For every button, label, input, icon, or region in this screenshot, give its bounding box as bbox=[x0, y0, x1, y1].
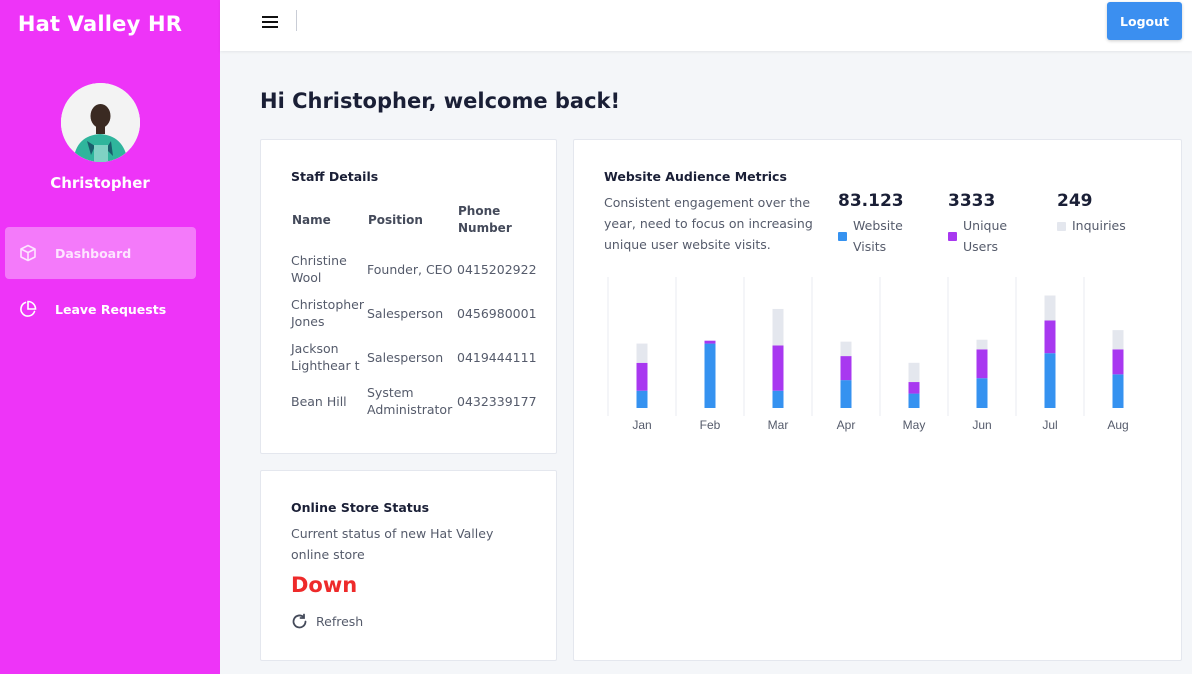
staff-details-card: Staff Details Name Position Phone Number… bbox=[260, 139, 557, 454]
bar-jan-inquiries bbox=[636, 343, 648, 363]
metrics-description: Consistent engagement over the year, nee… bbox=[604, 195, 813, 252]
x-tick-label: Jul bbox=[1042, 418, 1057, 432]
store-status-value: Down bbox=[291, 573, 358, 597]
bar-apr-inquiries bbox=[840, 341, 852, 357]
sidebar-item-leave-requests[interactable]: Leave Requests bbox=[5, 283, 196, 335]
bar-may-website-visits bbox=[908, 393, 920, 408]
x-tick-label: Jan bbox=[632, 418, 651, 432]
stat-inquiries-value: 249 bbox=[1057, 191, 1093, 211]
page-title: Hi Christopher, welcome back! bbox=[260, 89, 621, 113]
column-header-phone: Phone Number bbox=[458, 204, 512, 235]
bar-apr-website-visits bbox=[840, 380, 852, 408]
staff-name: Jackson Lighthear t bbox=[291, 341, 360, 373]
bar-feb-website-visits bbox=[704, 343, 716, 408]
x-tick-label: Aug bbox=[1107, 418, 1128, 432]
sidebar-item-label: Leave Requests bbox=[55, 301, 167, 317]
card-title: Website Audience Metrics bbox=[604, 169, 787, 184]
audience-metrics-card: Website Audience Metrics Consistent enga… bbox=[573, 139, 1182, 661]
audience-bar-chart: Jan Feb Mar Apr May Jun Jul Aug bbox=[607, 277, 1129, 432]
refresh-label: Refresh bbox=[316, 614, 364, 629]
pie-chart-icon bbox=[19, 300, 37, 318]
staff-position: Salesperson bbox=[367, 350, 444, 365]
column-header-name: Name bbox=[292, 213, 331, 227]
refresh-icon bbox=[292, 613, 307, 629]
bar-may-inquiries bbox=[908, 362, 920, 383]
bar-mar-website-visits bbox=[772, 390, 784, 408]
bar-aug-unique-users bbox=[1112, 349, 1124, 375]
staff-phone: 0432339177 bbox=[457, 394, 537, 409]
legend-swatch-inquiries bbox=[1057, 222, 1066, 231]
cube-icon bbox=[19, 244, 37, 262]
x-tick-label: Feb bbox=[700, 418, 721, 432]
staff-phone: 0415202922 bbox=[457, 262, 537, 277]
stat-website-visits-value: 83.123 bbox=[838, 191, 904, 211]
x-tick-label: Jun bbox=[972, 418, 991, 432]
stat-website-visits-label: Website Visits bbox=[853, 218, 903, 254]
sidebar-item-label: Dashboard bbox=[55, 245, 132, 261]
x-tick-label: May bbox=[903, 418, 926, 432]
hamburger-menu-icon[interactable] bbox=[262, 14, 278, 30]
bar-mar-inquiries bbox=[772, 308, 784, 346]
bar-jul-inquiries bbox=[1044, 295, 1056, 321]
bar-apr-unique-users bbox=[840, 356, 852, 381]
bar-feb-unique-users bbox=[704, 340, 716, 344]
staff-name: Bean Hill bbox=[291, 394, 347, 409]
staff-position: Founder, CEO bbox=[367, 262, 453, 277]
legend-swatch-unique-users bbox=[948, 232, 957, 241]
legend-swatch-website-visits bbox=[838, 232, 847, 241]
staff-name: Christine Wool bbox=[291, 253, 347, 285]
staff-phone: 0456980001 bbox=[457, 306, 537, 321]
bar-jun-inquiries bbox=[976, 339, 988, 350]
topbar-divider bbox=[296, 10, 297, 31]
staff-phone: 0419444111 bbox=[457, 350, 537, 365]
store-description: Current status of new Hat Valley online … bbox=[291, 526, 494, 562]
brand-title: Hat Valley HR bbox=[17, 12, 183, 36]
staff-position: Salesperson bbox=[367, 306, 444, 321]
avatar-photo bbox=[61, 83, 140, 162]
bar-mar-unique-users bbox=[772, 345, 784, 391]
bar-aug-inquiries bbox=[1112, 330, 1124, 350]
column-header-position: Position bbox=[368, 213, 423, 227]
bar-aug-website-visits bbox=[1112, 374, 1124, 408]
stat-unique-users-label: Unique Users bbox=[963, 218, 1008, 254]
sidebar-item-dashboard[interactable]: Dashboard bbox=[5, 227, 196, 279]
x-tick-label: Mar bbox=[768, 418, 789, 432]
logout-button[interactable]: Logout bbox=[1107, 2, 1182, 40]
user-name: Christopher bbox=[50, 174, 150, 192]
bar-jun-website-visits bbox=[976, 378, 988, 408]
stat-unique-users-value: 3333 bbox=[948, 191, 996, 211]
stat-inquiries-label: Inquiries bbox=[1072, 218, 1126, 233]
avatar bbox=[61, 83, 140, 162]
top-bar: Logout bbox=[220, 0, 1192, 51]
refresh-button[interactable]: Refresh bbox=[291, 613, 363, 630]
store-status-card: Online Store Status Current status of ne… bbox=[260, 470, 557, 661]
card-title: Online Store Status bbox=[291, 500, 430, 515]
x-tick-label: Apr bbox=[837, 418, 856, 432]
staff-name: Christopher Jones bbox=[291, 297, 365, 329]
bar-jan-unique-users bbox=[636, 362, 648, 391]
bar-jun-unique-users bbox=[976, 349, 988, 379]
bar-jan-website-visits bbox=[636, 390, 648, 408]
staff-position: System Administrator bbox=[367, 385, 453, 417]
bar-jul-unique-users bbox=[1044, 320, 1056, 354]
card-title: Staff Details bbox=[291, 169, 379, 184]
bar-jul-website-visits bbox=[1044, 353, 1056, 408]
bar-may-unique-users bbox=[908, 382, 920, 394]
sidebar: Hat Valley HR Christopher Dashboard bbox=[0, 0, 220, 674]
